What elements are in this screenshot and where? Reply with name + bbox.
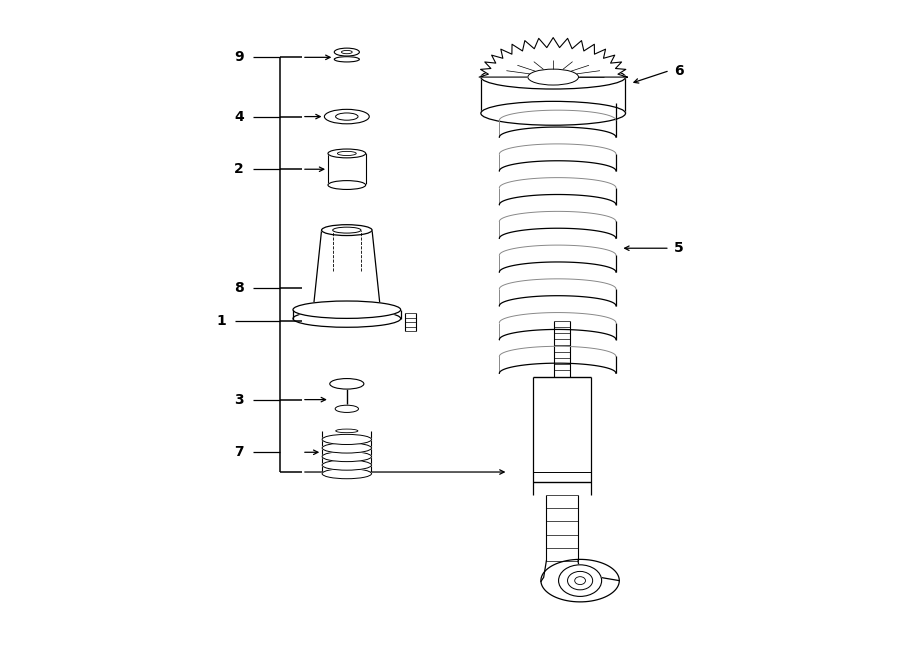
Text: 2: 2 <box>234 162 244 176</box>
Ellipse shape <box>336 429 358 433</box>
Text: 9: 9 <box>234 50 244 64</box>
Circle shape <box>559 565 601 596</box>
Ellipse shape <box>321 225 372 235</box>
Ellipse shape <box>293 310 400 327</box>
Text: 5: 5 <box>674 241 684 255</box>
Circle shape <box>575 576 586 584</box>
Polygon shape <box>313 230 381 310</box>
Ellipse shape <box>481 101 626 125</box>
Text: 6: 6 <box>674 63 684 77</box>
Polygon shape <box>479 38 627 77</box>
Ellipse shape <box>293 301 400 319</box>
Ellipse shape <box>322 469 372 479</box>
Ellipse shape <box>481 65 626 89</box>
Bar <box>293 310 400 319</box>
Ellipse shape <box>336 113 358 120</box>
Ellipse shape <box>334 57 359 62</box>
Ellipse shape <box>329 379 364 389</box>
Bar <box>328 153 365 185</box>
Ellipse shape <box>341 50 352 54</box>
Ellipse shape <box>528 69 579 85</box>
Ellipse shape <box>324 109 369 124</box>
Circle shape <box>568 571 593 590</box>
Ellipse shape <box>334 48 359 56</box>
Text: 3: 3 <box>234 393 244 407</box>
Ellipse shape <box>338 151 356 155</box>
Bar <box>322 431 372 474</box>
Ellipse shape <box>322 434 372 444</box>
Ellipse shape <box>328 149 365 158</box>
Text: 7: 7 <box>234 446 244 459</box>
Ellipse shape <box>333 227 361 233</box>
Text: 8: 8 <box>234 281 244 295</box>
Ellipse shape <box>328 180 365 190</box>
Ellipse shape <box>322 460 372 470</box>
Bar <box>546 495 578 561</box>
Polygon shape <box>541 561 619 602</box>
Text: 1: 1 <box>216 313 226 328</box>
Ellipse shape <box>322 451 372 461</box>
Bar <box>554 321 571 377</box>
Ellipse shape <box>335 405 358 412</box>
Ellipse shape <box>322 443 372 453</box>
Text: 4: 4 <box>234 110 244 124</box>
Bar <box>481 77 626 113</box>
Bar <box>534 377 591 495</box>
